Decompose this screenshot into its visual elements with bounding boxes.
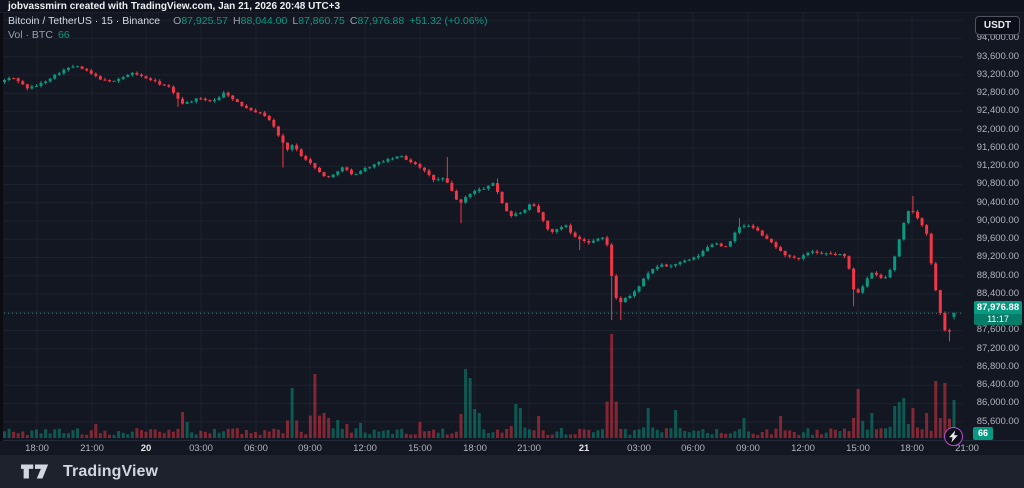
symbol-legend[interactable]: Bitcoin / TetherUS · 15 · Binance O87,925… [8,15,487,42]
price-axis-label: 88,800.00 [976,269,1019,281]
price-axis-label: 94,000.00 [976,32,1019,44]
last-price-value: 87,976.88 [976,302,1020,314]
price-axis-label: 86,400.00 [976,379,1019,391]
price-axis[interactable]: 94,000.00 93,600.00 93,200.00 92,800.00 92,4… [962,13,1024,440]
tradingview-brand-text[interactable]: TradingView [63,462,159,480]
footer-bar: TradingView [0,455,1024,488]
price-axis-label: 87,200.00 [976,342,1019,354]
price-axis-label: 88,400.00 [976,287,1019,299]
ohlc-key: L [292,15,299,27]
price-axis-label: 87,600.00 [976,324,1019,336]
bar-countdown: 11:17 [974,314,1022,326]
price-axis-label: 92,000.00 [976,123,1019,135]
price-axis-label: 86,000.00 [976,397,1019,409]
time-axis-label: 06:00 [681,443,705,454]
change-value: +51.32 (+0.06%) [409,15,488,27]
price-axis-label: 92,800.00 [976,87,1019,99]
boost-lightning-icon[interactable] [944,427,963,446]
time-axis-label: 03:00 [627,443,651,454]
price-axis-label: 90,800.00 [976,178,1019,190]
time-axis-divider [0,440,1024,441]
ohlc-key: C [349,15,358,27]
candlestick-chart[interactable] [0,0,962,455]
time-axis-label: 20 [140,443,152,454]
time-axis-label: 18:00 [25,443,49,454]
price-axis-label: 93,600.00 [976,50,1019,62]
ohlc-value: 87,860.75 [298,15,345,27]
ohlc-key: O [173,15,182,27]
legend-volume-row: Vol · BTC 66 [8,29,487,42]
ohlc-key: H [233,15,241,27]
ohlc-value: 88,044.00 [240,15,288,27]
volume-value: 66 [57,29,70,41]
time-axis-label: 12:00 [791,443,815,454]
time-axis[interactable]: 18:00 21:00 20 03:00 06:00 09:00 12:00 15:00 18:… [0,441,1024,455]
time-axis-label: 21:00 [955,443,979,454]
time-axis-label: 09:00 [298,443,322,454]
price-axis-label: 90,400.00 [976,196,1019,208]
time-axis-label: 15:00 [408,443,432,454]
ohlc-value: 87,976.88 [357,15,405,27]
symbol-title[interactable]: Bitcoin / TetherUS · 15 · Binance [8,15,161,27]
time-axis-label: 21:00 [517,443,541,454]
time-axis-label: 21:00 [80,443,104,454]
time-axis-label: 15:00 [846,443,870,454]
volume-axis-badge: 66 [973,427,993,440]
price-axis-label: 92,400.00 [976,105,1019,117]
price-axis-label: 86,800.00 [976,360,1019,372]
volume-label: Vol · BTC [8,29,53,41]
attribution-bar: jobvassmirn created with TradingView.com… [0,0,1024,13]
price-axis-label: 91,200.00 [976,160,1019,172]
left-edge-strip [0,13,3,455]
ohlc-values: O87,925.57 H88,044.00 L87,860.75 C87,976.88 [168,15,404,27]
price-axis-label: 93,200.00 [976,68,1019,80]
time-axis-label: 18:00 [900,443,924,454]
price-axis-label: 89,200.00 [976,251,1019,263]
time-axis-label: 06:00 [244,443,268,454]
tradingview-logo-icon[interactable] [17,461,53,482]
time-axis-label: 03:00 [189,443,213,454]
currency-toggle-button[interactable]: USDT [975,16,1020,35]
time-axis-label: 12:00 [353,443,377,454]
time-axis-label: 18:00 [463,443,487,454]
price-axis-label: 85,600.00 [976,415,1019,427]
legend-symbol-row: Bitcoin / TetherUS · 15 · Binance O87,925… [8,15,487,28]
ohlc-value: 87,925.57 [181,15,229,27]
price-axis-label: 91,600.00 [976,141,1019,153]
price-axis-label: 90,000.00 [976,214,1019,226]
time-axis-label: 09:00 [736,443,760,454]
time-axis-label: 21 [578,443,590,454]
price-axis-label: 89,600.00 [976,233,1019,245]
last-price-label: 87,976.88 11:17 [974,301,1022,326]
